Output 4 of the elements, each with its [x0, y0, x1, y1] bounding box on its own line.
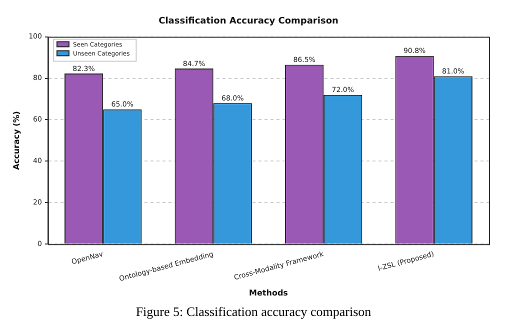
y-axis-title: Accuracy (%)	[12, 111, 21, 170]
caption: Figure 5: Classification accuracy comparison	[134, 304, 372, 320]
chart-title: Classification Accuracy Comparison	[158, 16, 338, 27]
x-axis-title: Methods	[249, 288, 288, 298]
